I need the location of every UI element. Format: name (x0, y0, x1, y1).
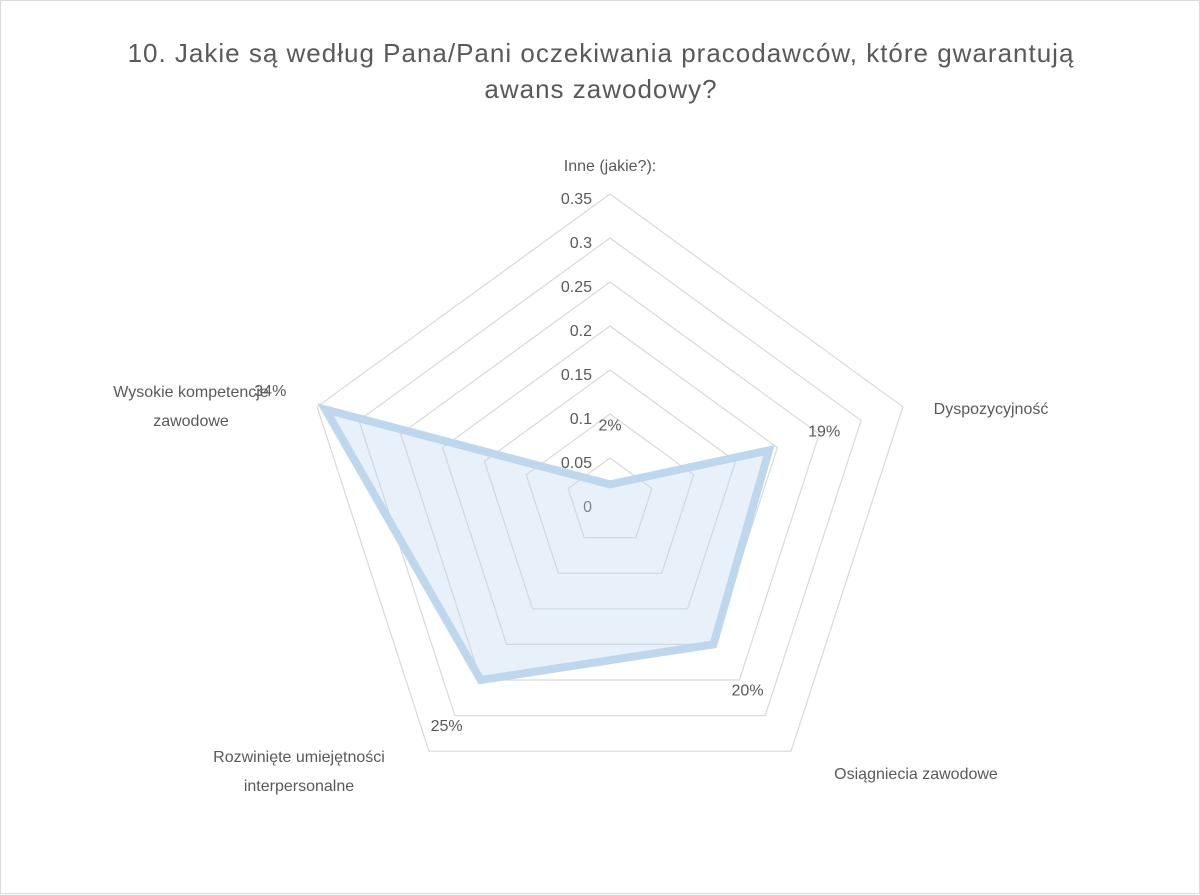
grid-ring (316, 193, 904, 752)
r-tick-label: 0.3 (570, 235, 592, 252)
chart-title: 10. Jakie są według Pana/Pani oczekiwani… (127, 38, 1075, 104)
grid-ring (483, 369, 737, 610)
grid-ring (567, 457, 653, 539)
category-label: Inne (jakie?): (563, 157, 657, 175)
grid-ring (400, 281, 820, 681)
data-label: 20% (732, 683, 764, 700)
grid-ring (441, 325, 779, 645)
data-label: 25% (431, 718, 463, 735)
category-label: Rozwinięte umiejętności interpersonalne (213, 749, 385, 795)
data-label: 2% (598, 418, 621, 435)
data-label: 19% (808, 424, 840, 441)
r-tick-label: 0.25 (561, 279, 592, 296)
r-tick-label: 0.2 (570, 323, 592, 340)
r-tick-label: 0.35 (561, 191, 592, 208)
r-tick-label: 0 (583, 499, 592, 516)
category-label: Osiągniecia zawodowe (834, 765, 998, 783)
series-area (317, 403, 775, 685)
category-label: Dyspozycyjność (933, 400, 1049, 418)
r-tick-label: 0.1 (570, 411, 592, 428)
data-point (609, 483, 611, 485)
data-point (768, 449, 770, 451)
data-point (480, 679, 482, 681)
grid-ring (358, 237, 862, 717)
data-point (712, 643, 714, 645)
r-tick-label: 0.15 (561, 367, 592, 384)
data-label: 34% (254, 383, 286, 400)
category-label: Wysokie kompetencje zawodowe (113, 384, 269, 430)
r-tick-label: 0.05 (561, 455, 592, 472)
data-point (324, 409, 326, 411)
